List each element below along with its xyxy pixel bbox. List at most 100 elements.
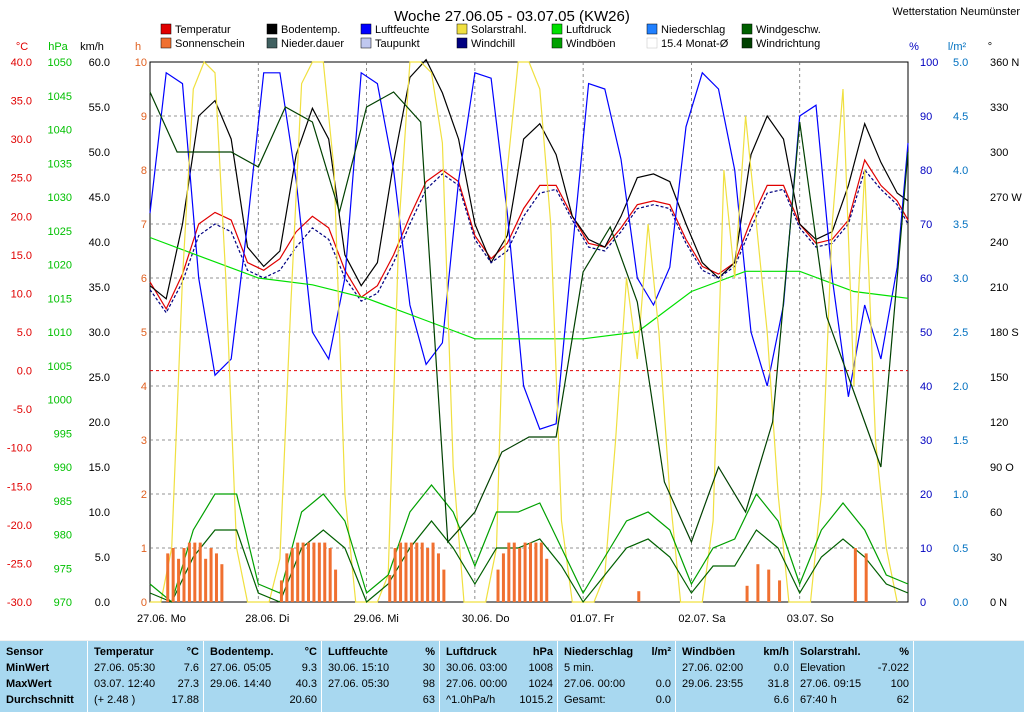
- tick-label-sun_h: 4: [141, 381, 147, 393]
- tick-label-dir_deg: 270 W: [990, 192, 1022, 204]
- stat-row: 29.06. 14:40 40.3: [210, 676, 317, 692]
- legend-label: Luftdruck: [566, 24, 612, 36]
- tick-label-dir_deg: 300: [990, 147, 1008, 159]
- tick-label-press_hpa: 980: [54, 530, 72, 542]
- stat-label: 27.06. 05:30: [328, 678, 390, 690]
- tick-label-rain_lm2: 3.5: [953, 219, 968, 231]
- tick-label-press_hpa: 1005: [48, 361, 72, 373]
- stat-value: 31.8: [767, 678, 789, 690]
- tick-label-dir_deg: 180 S: [990, 327, 1019, 339]
- sunshine-bar: [420, 542, 424, 602]
- weather-chart: Woche 27.06.05 - 03.07.05 (KW26) Wetters…: [0, 0, 1024, 640]
- legend-swatch: [266, 23, 278, 35]
- series-marks: [149, 58, 909, 604]
- series-line-windböen: [149, 484, 909, 604]
- stat-block-0: Sensor MinWert MaxWert Durchschnitt: [0, 641, 88, 712]
- stat-row: 67:40 h 62: [800, 692, 909, 708]
- stat-header-name: Sensor: [6, 646, 44, 658]
- tick-label-press_hpa: 1035: [48, 158, 72, 170]
- stat-block-4: Luftdruck hPa 30.06. 03:00 1008 27.06. 00:00…: [440, 641, 558, 712]
- stat-header-name: Solarstrahl.: [800, 646, 861, 658]
- stat-header: Temperatur °C: [94, 644, 199, 660]
- stat-header-unit: hPa: [532, 646, 553, 658]
- sunshine-bar: [545, 558, 549, 602]
- stat-label: 27.06. 02:00: [682, 662, 744, 674]
- legend-label: Windchill: [471, 38, 515, 50]
- stat-header: Luftfeuchte%: [328, 644, 435, 660]
- statistics-panel: Sensor MinWert MaxWert Durchschnitt Temperat…: [0, 641, 1024, 712]
- stat-row: 27.06. 05:30 98: [328, 676, 435, 692]
- stat-header: Niederschlag l/m²: [564, 644, 671, 660]
- tick-label-press_hpa: 1030: [48, 192, 72, 204]
- legend-label: Luftfeuchte: [375, 24, 429, 36]
- stat-label: (+ 2.48 ): [94, 694, 136, 706]
- x-tick-label: 01.07. Fr: [570, 613, 614, 625]
- legend-label: 15.4 Monat-Ø: [661, 38, 729, 50]
- stat-row: 03.07. 12:40 27.3: [94, 676, 199, 692]
- legend-swatch: [741, 23, 753, 35]
- tick-label-dir_deg: 360 N: [990, 57, 1019, 69]
- tick-label-temp_c: 35.0: [11, 96, 32, 108]
- stat-row: 30.06. 15:10 30: [328, 660, 435, 676]
- stat-label: 5 min.: [564, 662, 594, 674]
- tick-label-press_hpa: 1020: [48, 260, 72, 272]
- tick-label-temp_c: 10.0: [11, 288, 32, 300]
- stat-label: 27.06. 05:05: [210, 662, 272, 674]
- stat-header: Bodentemp. °C: [210, 644, 317, 660]
- tick-label-humid_pct: 90: [920, 111, 932, 123]
- stat-header-name: Bodentemp.: [210, 646, 274, 658]
- legend-swatch: [646, 37, 658, 49]
- legend-swatch: [266, 37, 278, 49]
- tick-label-press_hpa: 975: [54, 563, 72, 575]
- x-tick-label: 29.06. Mi: [354, 613, 399, 625]
- stat-header-unit: °C: [186, 646, 199, 658]
- grid: [149, 61, 909, 603]
- stat-label: 67:40 h: [800, 694, 837, 706]
- stat-row: MaxWert: [6, 676, 83, 692]
- sunshine-bar: [523, 542, 527, 602]
- sunshine-bar: [436, 553, 440, 602]
- sunshine-bar: [307, 542, 311, 602]
- stat-value: 63: [422, 694, 435, 706]
- sunshine-bar: [279, 580, 283, 602]
- stat-value: 9.3: [301, 662, 317, 674]
- stat-block-2: Bodentemp. °C 27.06. 05:05 9.3 29.06. 14:40 4…: [204, 641, 322, 712]
- tick-label-rain_lm2: 2.0: [953, 381, 968, 393]
- stat-row: 63: [328, 692, 435, 708]
- sunshine-bar: [534, 542, 538, 602]
- x-tick-label: 28.06. Di: [245, 613, 289, 625]
- sunshine-bar: [864, 553, 868, 602]
- stat-header-name: Temperatur: [94, 646, 154, 658]
- x-tick-label: 03.07. So: [787, 613, 834, 625]
- tick-label-temp_c: -25.0: [7, 558, 32, 570]
- legend-label: Temperatur: [175, 24, 231, 36]
- sunshine-bar: [853, 548, 857, 602]
- tick-label-wind_kmh: 15.0: [89, 462, 110, 474]
- sunshine-bar: [409, 542, 413, 602]
- stat-row: MinWert: [6, 660, 83, 676]
- tick-label-dir_deg: 30: [990, 552, 1002, 564]
- legend-swatch: [160, 23, 172, 35]
- stat-header: Solarstrahl.%: [800, 644, 909, 660]
- legend-swatch: [646, 23, 658, 35]
- stat-block-3: Luftfeuchte% 30.06. 15:10 30 27.06. 05:30 98…: [322, 641, 440, 712]
- legend-swatch: [456, 37, 468, 49]
- sunshine-bar: [301, 542, 305, 602]
- sunshine-bar: [296, 542, 300, 602]
- sunshine-bar: [220, 564, 224, 602]
- stat-header-unit: %: [425, 646, 435, 658]
- stat-value: 62: [896, 694, 909, 706]
- tick-label-wind_kmh: 20.0: [89, 417, 110, 429]
- tick-label-press_hpa: 1040: [48, 125, 72, 137]
- stat-row: 27.06. 05:05 9.3: [210, 660, 317, 676]
- stat-value: 98: [422, 678, 435, 690]
- stat-label: Gesamt:: [564, 694, 606, 706]
- tick-label-press_hpa: 995: [54, 428, 72, 440]
- x-tick-label: 30.06. Do: [462, 613, 510, 625]
- legend-label: Sonnenschein: [175, 38, 245, 50]
- stat-label: 27.06. 09:15: [800, 678, 862, 690]
- series-line-bodentemp-: [149, 58, 909, 300]
- tick-label-rain_lm2: 4.0: [953, 165, 968, 177]
- sunshine-bar: [404, 542, 408, 602]
- tick-label-dir_deg: 240: [990, 237, 1008, 249]
